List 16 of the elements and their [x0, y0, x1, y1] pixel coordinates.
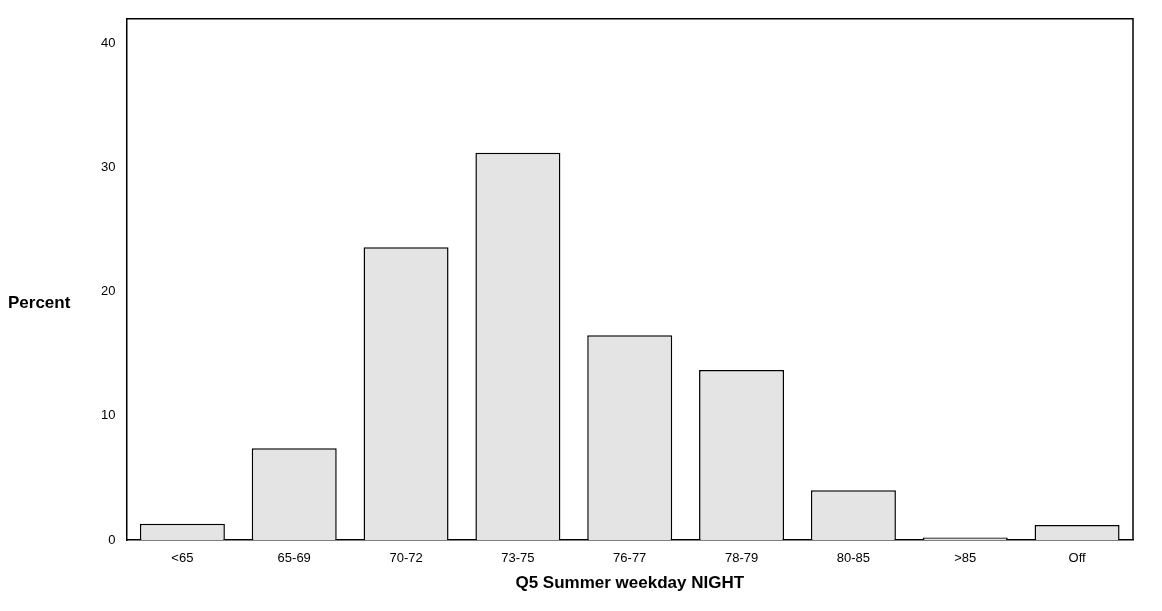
x-tick-label: Off [1068, 550, 1087, 566]
x-tick-label: 65-69 [277, 550, 311, 566]
y-tick-label: 30 [100, 159, 116, 175]
x-tick-label: 78-79 [724, 550, 759, 566]
y-tick-label: 40 [100, 35, 116, 51]
x-tick-label: 80-85 [836, 550, 871, 566]
x-tick-label: 73-75 [501, 550, 535, 566]
x-tick-label: 76-77 [613, 550, 647, 566]
y-tick-label: 0 [108, 531, 116, 547]
y-tick-label: 10 [100, 407, 116, 423]
x-tick-label: >85 [954, 550, 977, 566]
x-axis-title: Q5 Summer weekday NIGHT [515, 573, 745, 593]
x-tick-label: <65 [171, 550, 194, 566]
x-tick-label: 70-72 [389, 550, 423, 566]
y-axis-title: Percent [8, 293, 72, 313]
y-tick-label: 20 [100, 283, 116, 299]
